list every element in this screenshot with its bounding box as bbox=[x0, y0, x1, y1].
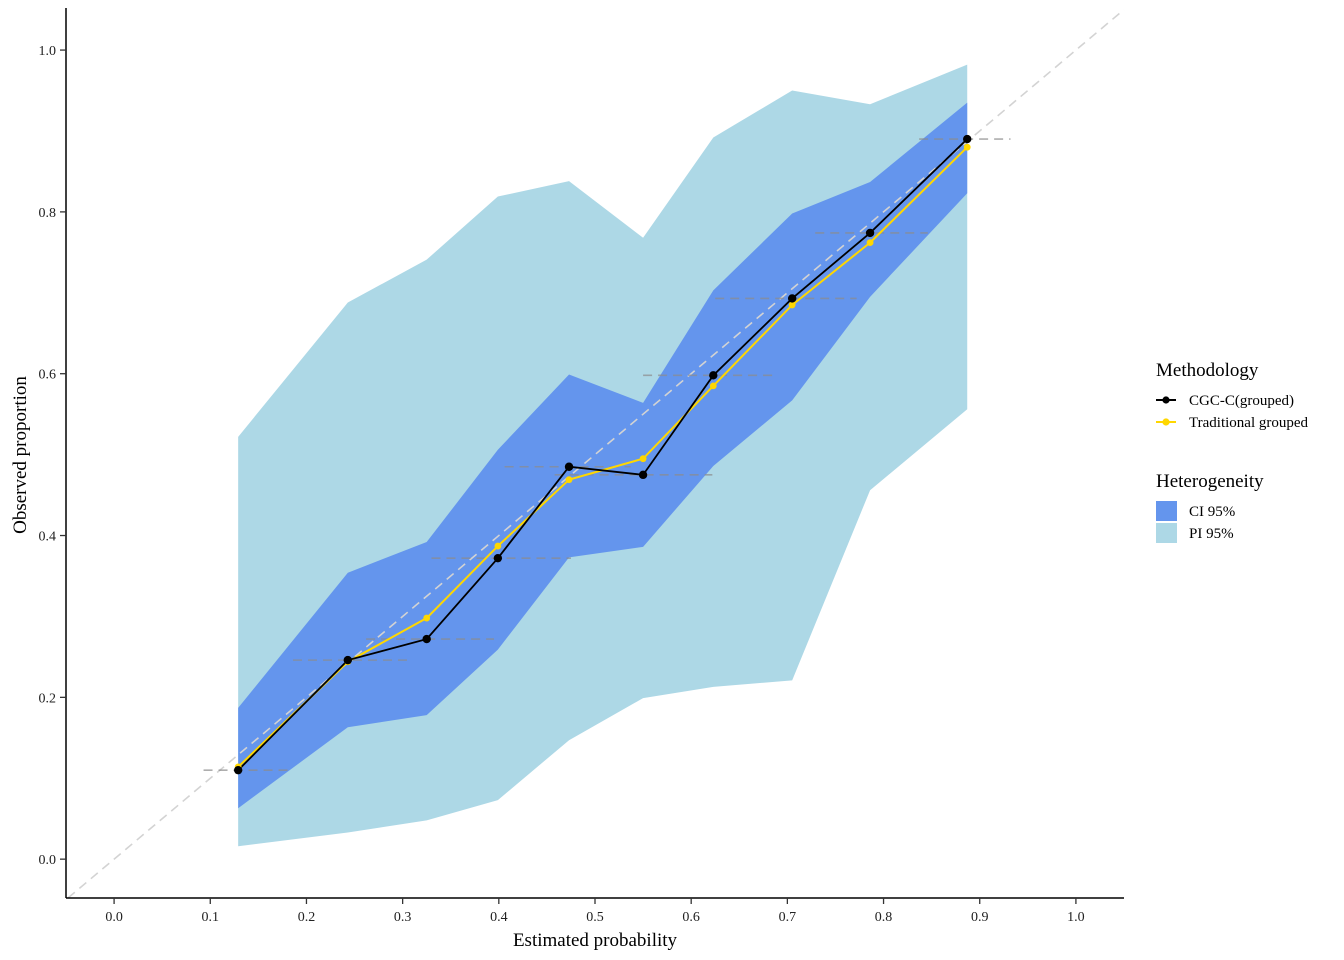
y-tick-label: 0.2 bbox=[39, 691, 57, 706]
legend-label: PI 95% bbox=[1189, 526, 1234, 542]
point-cgc-c-grouped bbox=[787, 294, 797, 303]
legend-label: Traditional grouped bbox=[1189, 415, 1309, 431]
point-traditional-grouped bbox=[866, 239, 874, 247]
legend-key-point bbox=[1162, 418, 1170, 426]
point-cgc-c-grouped bbox=[638, 470, 648, 480]
series-points bbox=[233, 134, 972, 775]
point-traditional-grouped bbox=[639, 455, 647, 463]
point-traditional-grouped bbox=[423, 614, 431, 622]
legend-title: Heterogeneity bbox=[1156, 471, 1264, 492]
diagonal-line bbox=[67, 9, 1125, 899]
x-tick-label: 0.3 bbox=[394, 910, 412, 925]
point-cgc-c-grouped bbox=[865, 228, 875, 238]
y-tick-label: 0.6 bbox=[39, 368, 57, 383]
legend: Methodology CGC-C(grouped) Traditional gro… bbox=[1156, 360, 1309, 543]
legend-label: CGC-C(grouped) bbox=[1189, 393, 1294, 409]
x-tick-label: 0.7 bbox=[779, 910, 797, 925]
heterogeneity-bands bbox=[238, 64, 968, 847]
x-axis-ticks: 0.0 0.1 0.2 0.3 0.4 0.5 0.6 0.7 0.8 0.9 1.0 bbox=[105, 898, 1085, 925]
series-line-cgc-c-grouped bbox=[237, 138, 968, 771]
reference-diagonal bbox=[67, 9, 1125, 899]
x-tick-label: 0.8 bbox=[875, 910, 893, 925]
point-cgc-c-grouped bbox=[233, 765, 243, 775]
series-lines bbox=[237, 138, 968, 771]
point-traditional-grouped bbox=[494, 542, 502, 550]
y-tick-label: 0.4 bbox=[39, 530, 57, 545]
series-line-traditional-grouped bbox=[237, 146, 968, 768]
x-tick-label: 0.2 bbox=[298, 910, 316, 925]
point-traditional-grouped bbox=[709, 382, 717, 390]
point-cgc-c-grouped bbox=[963, 134, 972, 144]
x-tick-label: 0.9 bbox=[971, 910, 989, 925]
point-traditional-grouped bbox=[963, 143, 971, 151]
y-axis-ticks: 0.0 0.2 0.4 0.6 0.8 1.0 bbox=[39, 44, 66, 868]
x-tick-label: 0.0 bbox=[105, 910, 123, 925]
band-ci-95- bbox=[238, 102, 968, 809]
point-traditional-grouped bbox=[788, 301, 796, 309]
legend-label: CI 95% bbox=[1189, 504, 1235, 520]
point-cgc-c-grouped bbox=[343, 655, 353, 665]
point-cgc-c-grouped bbox=[564, 462, 574, 471]
point-traditional-grouped bbox=[565, 476, 573, 484]
y-tick-label: 0.0 bbox=[39, 853, 57, 868]
point-cgc-c-grouped bbox=[493, 553, 503, 563]
point-cgc-c-grouped bbox=[709, 371, 718, 380]
x-axis-title: Estimated probability bbox=[513, 930, 678, 951]
legend-title: Methodology bbox=[1156, 360, 1259, 381]
legend-key-swatch bbox=[1156, 523, 1177, 543]
x-tick-label: 0.4 bbox=[490, 910, 508, 925]
x-tick-label: 0.6 bbox=[682, 910, 700, 925]
y-tick-label: 1.0 bbox=[39, 44, 57, 59]
legend-key-swatch bbox=[1156, 501, 1177, 521]
point-cgc-c-grouped bbox=[422, 634, 431, 644]
legend-key-point bbox=[1162, 396, 1170, 404]
y-axis-title: Observed proportion bbox=[10, 376, 31, 534]
y-tick-label: 0.8 bbox=[39, 206, 57, 221]
plot-area bbox=[67, 9, 1125, 899]
x-tick-label: 0.5 bbox=[586, 910, 604, 925]
x-tick-label: 0.1 bbox=[202, 910, 220, 925]
x-tick-label: 1.0 bbox=[1067, 910, 1085, 925]
